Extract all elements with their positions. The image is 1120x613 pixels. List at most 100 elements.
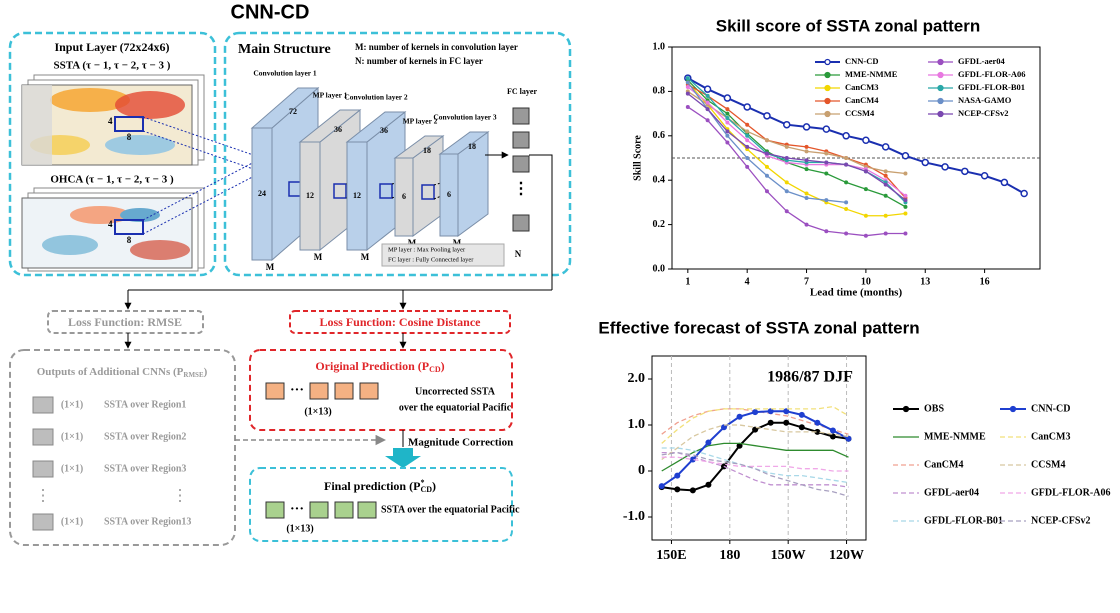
box-width: 8 [127, 235, 132, 245]
chart-title: Effective forecast of SSTA zonal pattern [598, 318, 919, 337]
loss-cosine: Loss Function: Cosine Distance [319, 315, 481, 329]
layer-label: Convolution layer 1 [253, 69, 316, 78]
series-line [687, 79, 906, 208]
data-point [863, 187, 868, 192]
data-point [705, 481, 712, 488]
layer-front [394, 157, 414, 237]
data-point [783, 120, 791, 129]
data-point [822, 125, 831, 133]
square [265, 501, 285, 519]
legend-label: MME-NMME [924, 431, 986, 442]
y-axis-label: Skill Score [632, 135, 643, 181]
layer-kernels: M [314, 252, 323, 262]
loss-rmse: Loss Function: RMSE [68, 315, 182, 329]
data-point [743, 103, 751, 111]
data-point [883, 193, 888, 198]
y-tick-label: 1.0 [653, 41, 666, 52]
data-point [783, 419, 790, 426]
kernel-box [114, 116, 144, 132]
map-blob [42, 235, 98, 255]
y-tick-label: 0.6 [653, 130, 666, 141]
square [359, 382, 379, 400]
x-tick-label: 150E [656, 548, 686, 563]
layer-width: 12 [306, 191, 314, 200]
output-label: SSTA over Region3 [104, 463, 186, 474]
legend-label: GFDL-aer04 [958, 56, 1005, 66]
data-point [720, 424, 727, 431]
data-point [804, 222, 809, 227]
output-size: (1×1) [61, 431, 83, 442]
series-line [687, 93, 906, 201]
legend-marker [937, 58, 944, 66]
y-tick-label: 0 [638, 463, 645, 478]
legend-marker [824, 84, 831, 92]
data-point [685, 80, 690, 85]
series-line [661, 451, 849, 497]
layer-label: Convolution layer 2 [344, 93, 407, 102]
data-point [798, 411, 805, 418]
data-point [824, 160, 829, 165]
map-blob [50, 88, 130, 112]
data-point [703, 85, 712, 93]
original-title-sub: CD [429, 365, 441, 374]
diagram-title: CNN-CD [231, 1, 310, 23]
data-point [745, 164, 750, 169]
fc-node [512, 155, 530, 173]
final-title-sub: CD [420, 485, 432, 494]
data-point [784, 156, 789, 160]
square [309, 382, 329, 400]
series-line [661, 442, 849, 472]
data-point [804, 158, 809, 163]
data-point [921, 158, 929, 167]
legend-label: CCSM4 [845, 108, 875, 118]
series-line [687, 90, 906, 175]
data-point [961, 167, 969, 176]
data-point [798, 424, 805, 431]
legend-label: GFDL-FLOR-B01 [958, 82, 1025, 92]
x-tick-label: 13 [920, 276, 930, 287]
layer-width: 6 [402, 192, 406, 201]
outputs-title: Outputs of Additional CNNs (PRMSE) [37, 366, 208, 379]
layer-height: 36 [380, 126, 388, 135]
series-line [687, 86, 906, 197]
kernel-box [114, 219, 144, 235]
fc-more: ⋮ [513, 181, 529, 198]
data-point [783, 408, 790, 415]
data-point [881, 143, 890, 151]
series-line [687, 106, 906, 237]
data-point [814, 419, 821, 426]
connector [529, 154, 553, 290]
y-tick-label: -1.0 [623, 509, 645, 524]
kernel [421, 184, 435, 200]
data-point [804, 144, 809, 149]
data-point [844, 231, 849, 236]
series-line [661, 456, 849, 472]
data-point [901, 152, 910, 160]
input-box [8, 31, 217, 277]
data-point [883, 182, 888, 187]
kernel [333, 183, 347, 199]
outputs-title-part: Outputs of Additional CNNs (P [37, 366, 184, 378]
data-point [689, 487, 696, 494]
data-point [674, 486, 681, 493]
map-land [22, 85, 52, 165]
layers: Convolution layer 1 72 24 M MP layer 1 36 12 M C… [250, 69, 497, 272]
layer-width: 12 [353, 191, 361, 200]
original-box [249, 349, 513, 431]
data-point [903, 193, 908, 198]
data-point [863, 233, 868, 238]
data-point [705, 100, 710, 105]
legend-marker [824, 71, 831, 79]
output-label: SSTA over Region13 [104, 516, 191, 527]
data-point [1020, 189, 1028, 198]
output-square [32, 428, 54, 446]
legend-marker [824, 58, 831, 66]
chart-title: Skill score of SSTA zonal pattern [716, 16, 981, 35]
outputs-box [9, 349, 236, 546]
data-point [862, 136, 870, 144]
outputs-title-part: ) [204, 366, 208, 378]
plot-frame [651, 355, 867, 541]
layer-front [299, 141, 321, 251]
input-title: Input Layer (72x24x6) [54, 40, 169, 54]
layer-legend: MP layer : Max Pooling layer [388, 246, 466, 253]
